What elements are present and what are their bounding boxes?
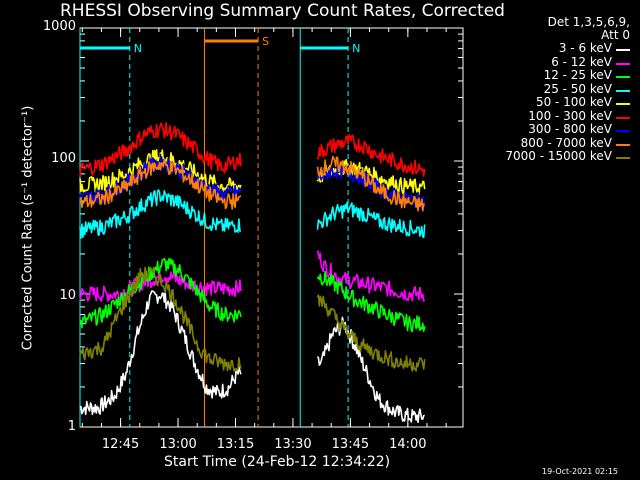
annotation-label: S xyxy=(262,35,269,48)
series-line xyxy=(79,266,242,372)
legend-swatch xyxy=(616,76,630,78)
series-line xyxy=(79,268,242,303)
y-tick-label: 100 xyxy=(51,151,76,166)
x-tick-label: 13:15 xyxy=(216,437,255,452)
timestamp: 19-Oct-2021 02:15 xyxy=(542,467,618,476)
chart-title: RHESSI Observing Summary Count Rates, Co… xyxy=(60,1,505,21)
legend-swatch xyxy=(616,130,630,132)
series-line xyxy=(316,270,426,333)
series-line xyxy=(79,149,242,194)
series-line xyxy=(79,257,242,329)
x-tick-label: 13:45 xyxy=(331,437,370,452)
annotation-label: N xyxy=(352,42,360,55)
x-axis-label: Start Time (24-Feb-12 12:34:22) xyxy=(164,454,391,470)
x-tick-label: 13:00 xyxy=(159,437,197,452)
series-line xyxy=(316,250,426,302)
series-line xyxy=(316,201,426,239)
y-axis-label: Corrected Count Rate (s⁻¹ detector⁻¹) xyxy=(20,105,36,351)
legend-entry-label: 7000 - 15000 keV xyxy=(505,149,612,163)
legend-swatch xyxy=(616,89,630,92)
series-line xyxy=(79,189,242,239)
annotation-label: N xyxy=(134,42,142,55)
y-tick-label: 10 xyxy=(59,288,76,303)
legend-entry-label: 800 - 7000 keV xyxy=(520,135,612,150)
series-line xyxy=(316,133,426,177)
series-line xyxy=(79,290,242,416)
y-tick-label: 1000 xyxy=(42,19,76,34)
legend-swatch xyxy=(616,157,630,159)
legend-swatch xyxy=(616,62,630,65)
legend-entry-label: 3 - 6 keV xyxy=(558,41,612,55)
series-line xyxy=(316,158,426,195)
y-tick-label: 1 xyxy=(67,419,76,434)
legend-swatch xyxy=(616,103,630,105)
x-tick-label: 12:45 xyxy=(101,437,140,452)
series-line xyxy=(316,316,425,424)
series-line xyxy=(316,294,426,372)
series-line xyxy=(79,121,242,177)
legend-entry-label: 300 - 800 keV xyxy=(528,122,612,136)
legend-header-attenuator: Att 0 xyxy=(601,28,630,42)
legend-swatch xyxy=(616,143,630,146)
legend-entry-label: 100 - 300 keV xyxy=(528,108,612,123)
legend-entry-label: 12 - 25 keV xyxy=(543,68,612,82)
legend-swatch xyxy=(616,116,630,119)
legend-entry-label: 6 - 12 keV xyxy=(551,54,612,69)
x-tick-label: 13:30 xyxy=(274,437,312,452)
legend-swatch xyxy=(616,49,630,51)
x-tick-label: 14:00 xyxy=(389,437,427,452)
series-line xyxy=(79,158,242,210)
legend-entry-label: 25 - 50 keV xyxy=(543,81,612,96)
legend-header-detectors: Det 1,3,5,6,9, xyxy=(547,15,630,29)
series-line xyxy=(316,155,425,212)
legend-entry-label: 50 - 100 keV xyxy=(535,95,612,109)
